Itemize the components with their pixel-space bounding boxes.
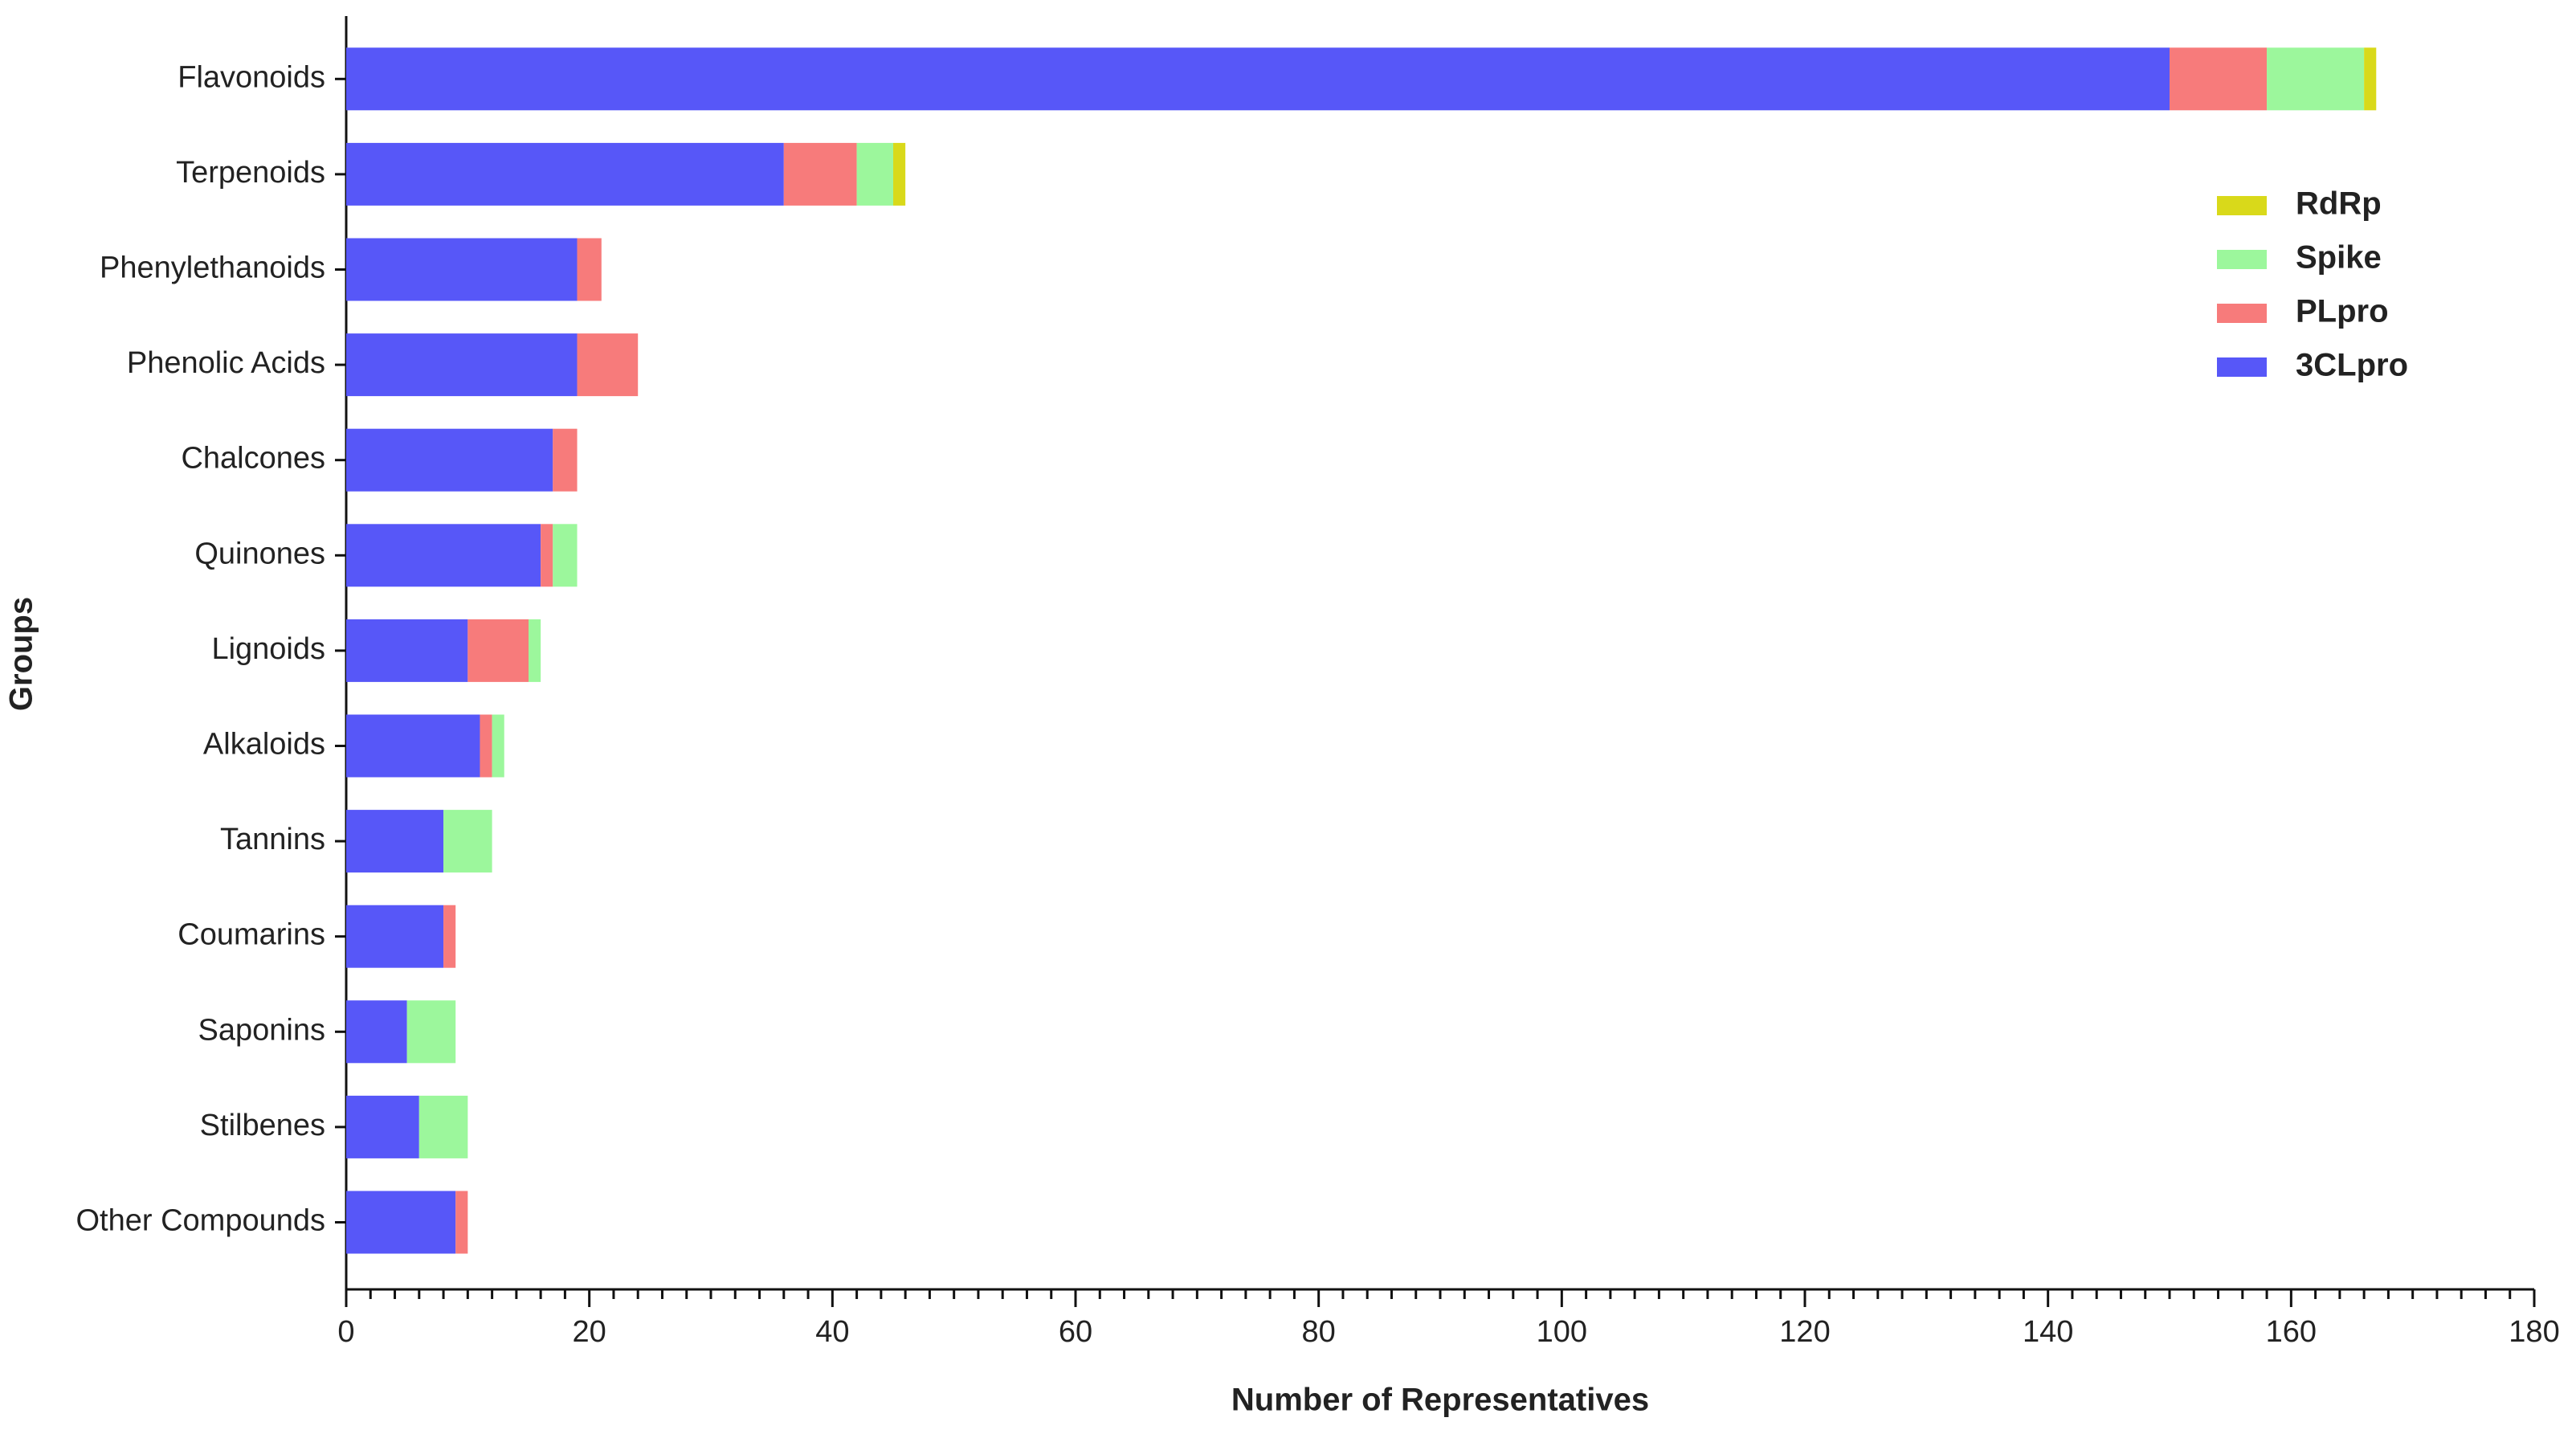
bar-segment — [346, 619, 468, 682]
bar-segment — [893, 142, 906, 206]
x-tick-label: 60 — [1059, 1315, 1092, 1349]
bar-segment — [553, 524, 578, 587]
y-tick-label: Saponins — [198, 1013, 325, 1047]
bar-segment — [443, 810, 492, 873]
x-tick-label: 80 — [1302, 1315, 1336, 1349]
legend-label: 3CLpro — [2296, 348, 2408, 383]
x-tick-label: 100 — [1537, 1315, 1587, 1349]
bar-segment — [577, 238, 602, 301]
y-tick-label: Stilbenes — [200, 1109, 325, 1142]
x-tick-label: 120 — [1779, 1315, 1830, 1349]
bar-segment — [346, 1000, 407, 1064]
x-tick-label: 140 — [2023, 1315, 2073, 1349]
bar-segment — [346, 333, 578, 397]
bar-segment — [346, 714, 480, 778]
legend-label: Spike — [2296, 240, 2382, 276]
x-axis-title: Number of Representatives — [1231, 1383, 1649, 1418]
legend-swatch — [2217, 196, 2267, 215]
bar-segment — [529, 619, 541, 682]
bar-segment — [541, 524, 553, 587]
bar-segment — [346, 47, 2170, 111]
bar-segment — [480, 714, 492, 778]
legend-swatch — [2217, 250, 2267, 269]
y-tick-label: Tannins — [220, 823, 325, 856]
bar-segment — [455, 1191, 468, 1254]
bar-segment — [443, 905, 456, 968]
bar-segment — [346, 1191, 456, 1254]
bar-segment — [856, 142, 893, 206]
bar-segment — [346, 905, 444, 968]
bar-segment — [346, 142, 784, 206]
legend-label: RdRp — [2296, 186, 2382, 222]
bar-segment — [553, 428, 578, 492]
y-tick-label: Coumarins — [178, 918, 325, 952]
x-tick-label: 0 — [337, 1315, 354, 1349]
x-tick-label: 20 — [573, 1315, 606, 1349]
x-tick-label: 40 — [815, 1315, 849, 1349]
bar-segment — [346, 1095, 419, 1158]
bar-segment — [2364, 47, 2377, 111]
bar-segment — [2267, 47, 2365, 111]
bar-segment — [346, 238, 578, 301]
legend-swatch — [2217, 357, 2267, 377]
y-tick-label: Phenylethanoids — [100, 251, 325, 285]
bar-segment — [492, 714, 504, 778]
bar-segment — [577, 333, 639, 397]
y-tick-label: Chalcones — [181, 442, 325, 476]
y-tick-label: Flavonoids — [178, 60, 325, 94]
y-axis-title: Groups — [4, 597, 39, 711]
y-tick-label: Other Compounds — [76, 1204, 326, 1238]
y-tick-label: Quinones — [194, 537, 325, 570]
y-tick-label: Phenolic Acids — [127, 346, 325, 380]
y-tick-label: Lignoids — [211, 632, 325, 666]
bar-segment — [346, 428, 553, 492]
x-tick-label: 180 — [2509, 1315, 2559, 1349]
x-tick-label: 160 — [2266, 1315, 2317, 1349]
bar-segment — [406, 1000, 456, 1064]
bar-segment — [346, 810, 444, 873]
bar-segment — [2170, 47, 2268, 111]
bar-segment — [346, 524, 541, 587]
bar-segment — [418, 1095, 468, 1158]
legend-swatch — [2217, 304, 2267, 323]
y-tick-label: Terpenoids — [176, 156, 325, 190]
legend-label: PLpro — [2296, 294, 2389, 329]
bar-segment — [467, 619, 529, 682]
y-tick-label: Alkaloids — [203, 728, 325, 762]
bar-segment — [783, 142, 857, 206]
